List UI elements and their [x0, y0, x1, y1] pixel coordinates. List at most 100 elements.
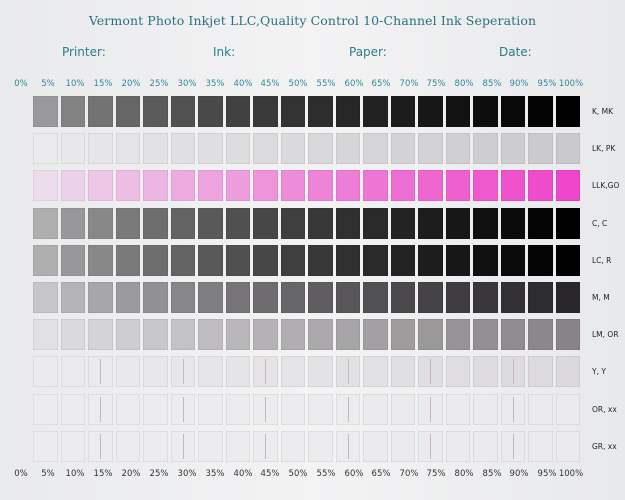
- channel-row: [33, 244, 583, 276]
- ink-patch: [88, 282, 113, 313]
- ink-patch: [363, 430, 388, 462]
- ink-patch: [88, 133, 113, 165]
- ink-patch: [280, 430, 305, 462]
- channel-row: [33, 393, 583, 425]
- ink-patch: [198, 356, 223, 388]
- ink-patch: [308, 96, 333, 127]
- ink-patch: [88, 96, 113, 127]
- header-percent-label: 15%: [93, 79, 113, 89]
- channel-row: [33, 207, 583, 239]
- ink-patch: [280, 244, 305, 276]
- ink-patch: [170, 170, 195, 202]
- ink-patch: [88, 244, 113, 276]
- ink-patch: [473, 319, 498, 351]
- page-title: Vermont Photo Inkjet LLC,Quality Control…: [88, 13, 537, 28]
- ink-patch: [143, 244, 168, 276]
- ink-line-mark: [100, 433, 101, 459]
- ink-patch: [60, 244, 85, 276]
- ink-patch: [225, 319, 250, 351]
- ink-patch: [418, 207, 443, 239]
- footer-percent-label: 15%: [93, 469, 113, 479]
- ink-patch: [445, 282, 470, 313]
- ink-patch: [198, 282, 223, 313]
- ink-patch: [335, 207, 360, 239]
- ink-patch: [418, 244, 443, 276]
- channel-row: [33, 430, 583, 462]
- channel-label: LK, PK: [592, 144, 616, 154]
- ink-patch: [33, 356, 58, 388]
- footer-percent-label: 95%: [537, 469, 557, 479]
- percentage-footer-row: 0% 5% 10% 15% 20% 25% 30% 35% 40% 45% 50% 55% 60% 65%…: [0, 469, 625, 483]
- channel-label: Y, Y: [592, 367, 606, 377]
- footer-percent-label: 70%: [399, 469, 419, 479]
- ink-line-mark: [430, 359, 431, 385]
- ink-patch: [500, 319, 525, 351]
- ink-patch: [555, 96, 580, 127]
- ink-patch: [473, 282, 498, 313]
- ink-patch: [170, 356, 195, 388]
- ink-patch: [445, 207, 470, 239]
- ink-patch: [198, 319, 223, 351]
- date-label: Date:: [499, 45, 532, 59]
- ink-line-mark: [512, 433, 514, 459]
- ink-patch: [445, 430, 470, 462]
- ink-patch: [555, 170, 580, 202]
- ink-patch: [60, 356, 85, 388]
- ink-patch: [363, 133, 388, 165]
- header-percent-label: 95%: [537, 79, 557, 89]
- ink-line-mark: [265, 396, 266, 422]
- ink-patch: [500, 430, 525, 462]
- footer-percent-label: 85%: [482, 469, 502, 479]
- ink-patch: [170, 430, 195, 462]
- header-percent-label: 85%: [482, 79, 502, 89]
- ink-patch: [500, 244, 525, 276]
- ink-patch: [390, 96, 415, 127]
- ink-patch: [390, 207, 415, 239]
- header-percent-label: 75%: [426, 79, 446, 89]
- ink-patch: [60, 207, 85, 239]
- paper-label: Paper:: [349, 45, 387, 59]
- ink-patch: [170, 282, 195, 313]
- ink-patch: [445, 244, 470, 276]
- ink-line-mark: [182, 359, 184, 385]
- ink-patch: [170, 96, 195, 127]
- ink-patch: [363, 244, 388, 276]
- ink-patch: [555, 319, 580, 351]
- ink-patch: [528, 393, 553, 425]
- header-percent-label: 55%: [316, 79, 336, 89]
- ink-patch: [60, 133, 85, 165]
- ink-patch: [280, 356, 305, 388]
- ink-line-mark: [430, 433, 431, 459]
- ink-patch: [170, 207, 195, 239]
- ink-patch: [528, 170, 553, 202]
- ink-patch: [253, 96, 278, 127]
- footer-percent-label: 100%: [558, 469, 584, 479]
- ink-patch: [253, 244, 278, 276]
- ink-patch: [528, 430, 553, 462]
- ink-patch: [528, 133, 553, 165]
- ink-patch: [33, 133, 58, 165]
- footer-percent-label: 90%: [509, 469, 529, 479]
- header-percent-label: 0%: [14, 79, 28, 89]
- ink-patch: [33, 319, 58, 351]
- ink-patch: [60, 393, 85, 425]
- ink-patch: [555, 244, 580, 276]
- ink-patch: [500, 96, 525, 127]
- ink-patch: [253, 207, 278, 239]
- header-percent-label: 100%: [558, 79, 584, 89]
- ink-patch: [335, 430, 360, 462]
- ink-patch: [198, 170, 223, 202]
- ink-patch: [308, 133, 333, 165]
- ink-patch: [528, 282, 553, 313]
- ink-line-mark: [182, 396, 184, 422]
- ink-patch: [445, 319, 470, 351]
- ink-patch: [500, 170, 525, 202]
- ink-patch: [390, 356, 415, 388]
- footer-percent-label: 80%: [454, 469, 474, 479]
- ink-patch: [308, 430, 333, 462]
- ink-patch: [418, 170, 443, 202]
- footer-percent-label: 50%: [288, 469, 308, 479]
- ink-patch: [60, 170, 85, 202]
- ink-patch: [308, 207, 333, 239]
- ink-patch: [308, 356, 333, 388]
